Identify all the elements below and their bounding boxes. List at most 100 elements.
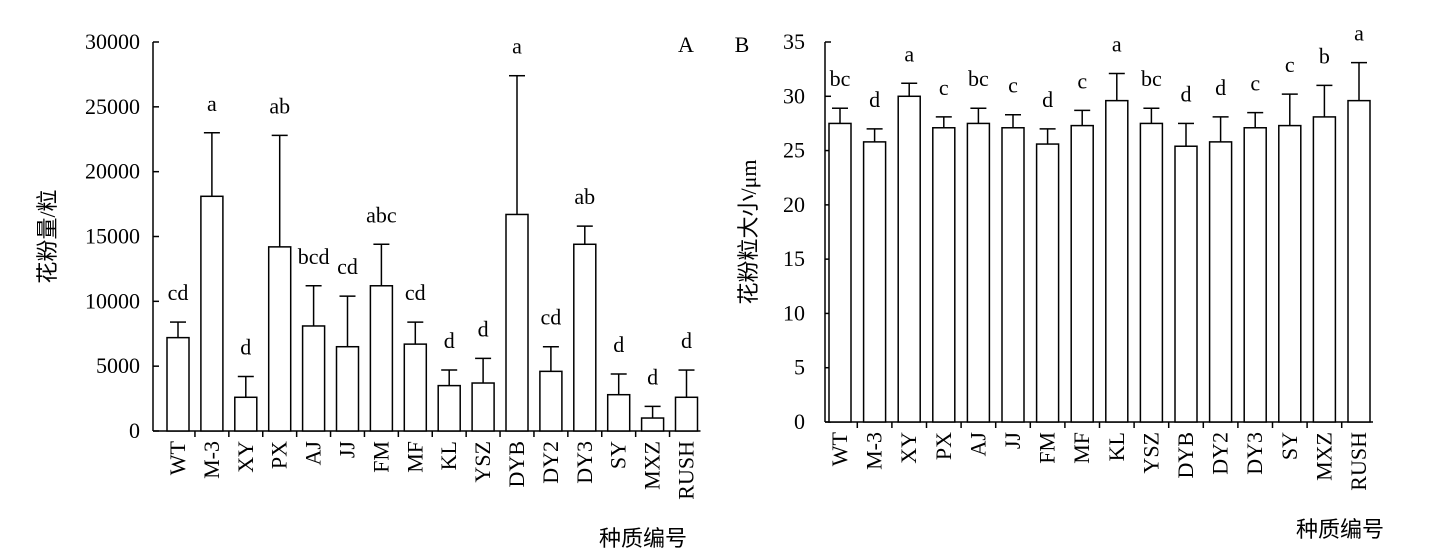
- x-tick-label: MXZ: [640, 441, 665, 490]
- x-tick-label: JJ: [1000, 432, 1025, 450]
- significance-label: a: [1112, 31, 1122, 56]
- x-tick-label: XY: [233, 441, 258, 473]
- x-tick-label: YSZ: [470, 441, 495, 483]
- x-tick-label: RUSH: [674, 441, 699, 500]
- x-tick-label: MF: [402, 441, 427, 473]
- significance-label: bc: [830, 66, 851, 91]
- significance-label: b: [1319, 43, 1330, 68]
- x-tick-label: WT: [827, 431, 852, 466]
- x-tick-label: DY2: [1208, 432, 1233, 475]
- panel-label: B: [735, 32, 750, 57]
- x-tick-label: M-3: [199, 441, 224, 479]
- significance-label: cd: [541, 305, 562, 330]
- bar: [932, 127, 956, 423]
- x-tick-label: MF: [1069, 432, 1094, 464]
- x-tick-label: SY: [606, 441, 631, 469]
- significance-label: c: [1077, 68, 1087, 93]
- y-tick-label: 20000: [85, 159, 140, 184]
- x-tick-label: JJ: [335, 441, 360, 459]
- bar: [505, 213, 529, 432]
- y-axis-title: 花粉量/粒: [35, 189, 60, 283]
- bar: [1208, 141, 1233, 423]
- bar: [471, 382, 495, 432]
- bar: [1347, 99, 1371, 423]
- y-tick-label: 30: [783, 83, 805, 108]
- x-tick-label: DYB: [504, 441, 529, 487]
- significance-label: bc: [968, 66, 989, 91]
- y-axis-title: 花粉粒大小/μm: [736, 159, 761, 304]
- bar: [369, 285, 394, 432]
- significance-label: c: [1008, 73, 1018, 98]
- y-tick-label: 0: [794, 409, 805, 434]
- significance-label: d: [869, 87, 880, 112]
- y-tick-label: 30000: [85, 29, 140, 54]
- significance-label: bcd: [298, 244, 330, 269]
- y-tick-label: 25: [783, 138, 805, 163]
- panel-label: A: [678, 32, 694, 57]
- y-tick-label: 5000: [96, 353, 140, 378]
- x-tick-label: FM: [368, 441, 393, 473]
- x-tick-label: KL: [436, 441, 461, 470]
- bar: [1105, 99, 1129, 423]
- bar: [403, 343, 428, 432]
- significance-label: c: [1285, 52, 1295, 77]
- bar: [335, 345, 360, 432]
- y-tick-label: 0: [129, 418, 140, 443]
- bar: [166, 336, 190, 432]
- bar: [267, 246, 292, 432]
- significance-label: cd: [337, 254, 358, 279]
- significance-label: a: [904, 41, 914, 66]
- x-tick-label: WT: [165, 440, 190, 475]
- chart-panel-b: 05101520253035花粉粒大小/μmbcWTdM-3aXYcPXbcAJ…: [735, 21, 1384, 542]
- bar: [573, 243, 597, 432]
- bar: [640, 417, 665, 432]
- significance-label: c: [939, 75, 949, 100]
- x-tick-label: DY3: [1242, 432, 1267, 475]
- x-tick-label: KL: [1104, 432, 1129, 461]
- x-tick-label: M-3: [862, 432, 887, 470]
- significance-label: d: [1042, 87, 1053, 112]
- significance-label: d: [647, 364, 658, 389]
- y-tick-label: 20: [783, 192, 805, 217]
- y-tick-label: 10000: [85, 288, 140, 313]
- significance-label: d: [681, 328, 692, 353]
- bar: [539, 370, 563, 432]
- y-tick-label: 10: [783, 300, 805, 325]
- x-tick-label: AJ: [965, 432, 990, 457]
- y-tick-label: 15: [783, 246, 805, 271]
- bar: [1139, 122, 1164, 423]
- x-tick-label: RUSH: [1346, 432, 1371, 491]
- bar: [1312, 116, 1337, 423]
- significance-label: ab: [269, 93, 290, 118]
- significance-label: bc: [1141, 66, 1162, 91]
- bar: [200, 195, 224, 432]
- bar: [1278, 124, 1302, 423]
- bar: [897, 95, 921, 423]
- x-tick-label: DY2: [538, 441, 563, 484]
- x-tick-label: PX: [267, 441, 292, 469]
- y-tick-label: 5: [794, 355, 805, 380]
- bar: [1174, 145, 1198, 423]
- bar: [862, 141, 887, 423]
- y-tick-label: 25000: [85, 94, 140, 119]
- x-tick-label: SY: [1277, 432, 1302, 460]
- bar: [1243, 127, 1267, 423]
- significance-label: d: [613, 332, 624, 357]
- x-tick-label: XY: [896, 432, 921, 464]
- bar: [674, 396, 699, 432]
- x-axis-title: 种质编号: [1296, 517, 1384, 542]
- x-tick-label: DY3: [572, 441, 597, 484]
- x-tick-label: FM: [1035, 432, 1060, 464]
- x-tick-label: DYB: [1173, 432, 1198, 478]
- bar: [1035, 143, 1060, 423]
- bar: [1070, 124, 1094, 423]
- y-tick-label: 35: [783, 29, 805, 54]
- significance-label: d: [1181, 81, 1192, 106]
- x-tick-label: AJ: [301, 441, 326, 466]
- bar: [301, 325, 326, 432]
- significance-label: abc: [366, 202, 397, 227]
- x-tick-label: YSZ: [1138, 432, 1163, 474]
- significance-label: a: [512, 34, 522, 59]
- bar: [234, 396, 258, 432]
